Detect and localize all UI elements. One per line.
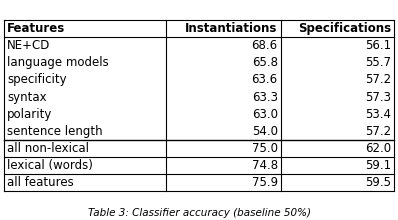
Text: 63.0: 63.0 (252, 108, 278, 121)
Text: Table 3: Classiﬁer accuracy (baseline 50%): Table 3: Classiﬁer accuracy (baseline 50… (88, 208, 310, 218)
Text: 57.2: 57.2 (365, 125, 391, 138)
Text: 63.6: 63.6 (252, 73, 278, 86)
Text: 75.0: 75.0 (252, 142, 278, 155)
Text: 53.4: 53.4 (365, 108, 391, 121)
Text: specificity: specificity (7, 73, 67, 86)
Text: lexical (words): lexical (words) (7, 159, 93, 172)
Text: 56.1: 56.1 (365, 39, 391, 52)
Text: syntax: syntax (7, 90, 47, 104)
Text: sentence length: sentence length (7, 125, 103, 138)
Text: Specifications: Specifications (298, 22, 391, 35)
Text: all features: all features (7, 176, 74, 189)
Text: 74.8: 74.8 (252, 159, 278, 172)
Text: Instantiations: Instantiations (185, 22, 278, 35)
Text: 62.0: 62.0 (365, 142, 391, 155)
Text: Features: Features (7, 22, 65, 35)
Text: 75.9: 75.9 (252, 176, 278, 189)
Text: 63.3: 63.3 (252, 90, 278, 104)
Text: 65.8: 65.8 (252, 56, 278, 69)
Text: language models: language models (7, 56, 109, 69)
Text: polarity: polarity (7, 108, 53, 121)
Text: 54.0: 54.0 (252, 125, 278, 138)
Text: 59.1: 59.1 (365, 159, 391, 172)
Text: 57.2: 57.2 (365, 73, 391, 86)
Text: 59.5: 59.5 (365, 176, 391, 189)
Text: 57.3: 57.3 (365, 90, 391, 104)
Text: all non-lexical: all non-lexical (7, 142, 89, 155)
Text: 68.6: 68.6 (252, 39, 278, 52)
Text: 55.7: 55.7 (365, 56, 391, 69)
Text: NE+CD: NE+CD (7, 39, 51, 52)
